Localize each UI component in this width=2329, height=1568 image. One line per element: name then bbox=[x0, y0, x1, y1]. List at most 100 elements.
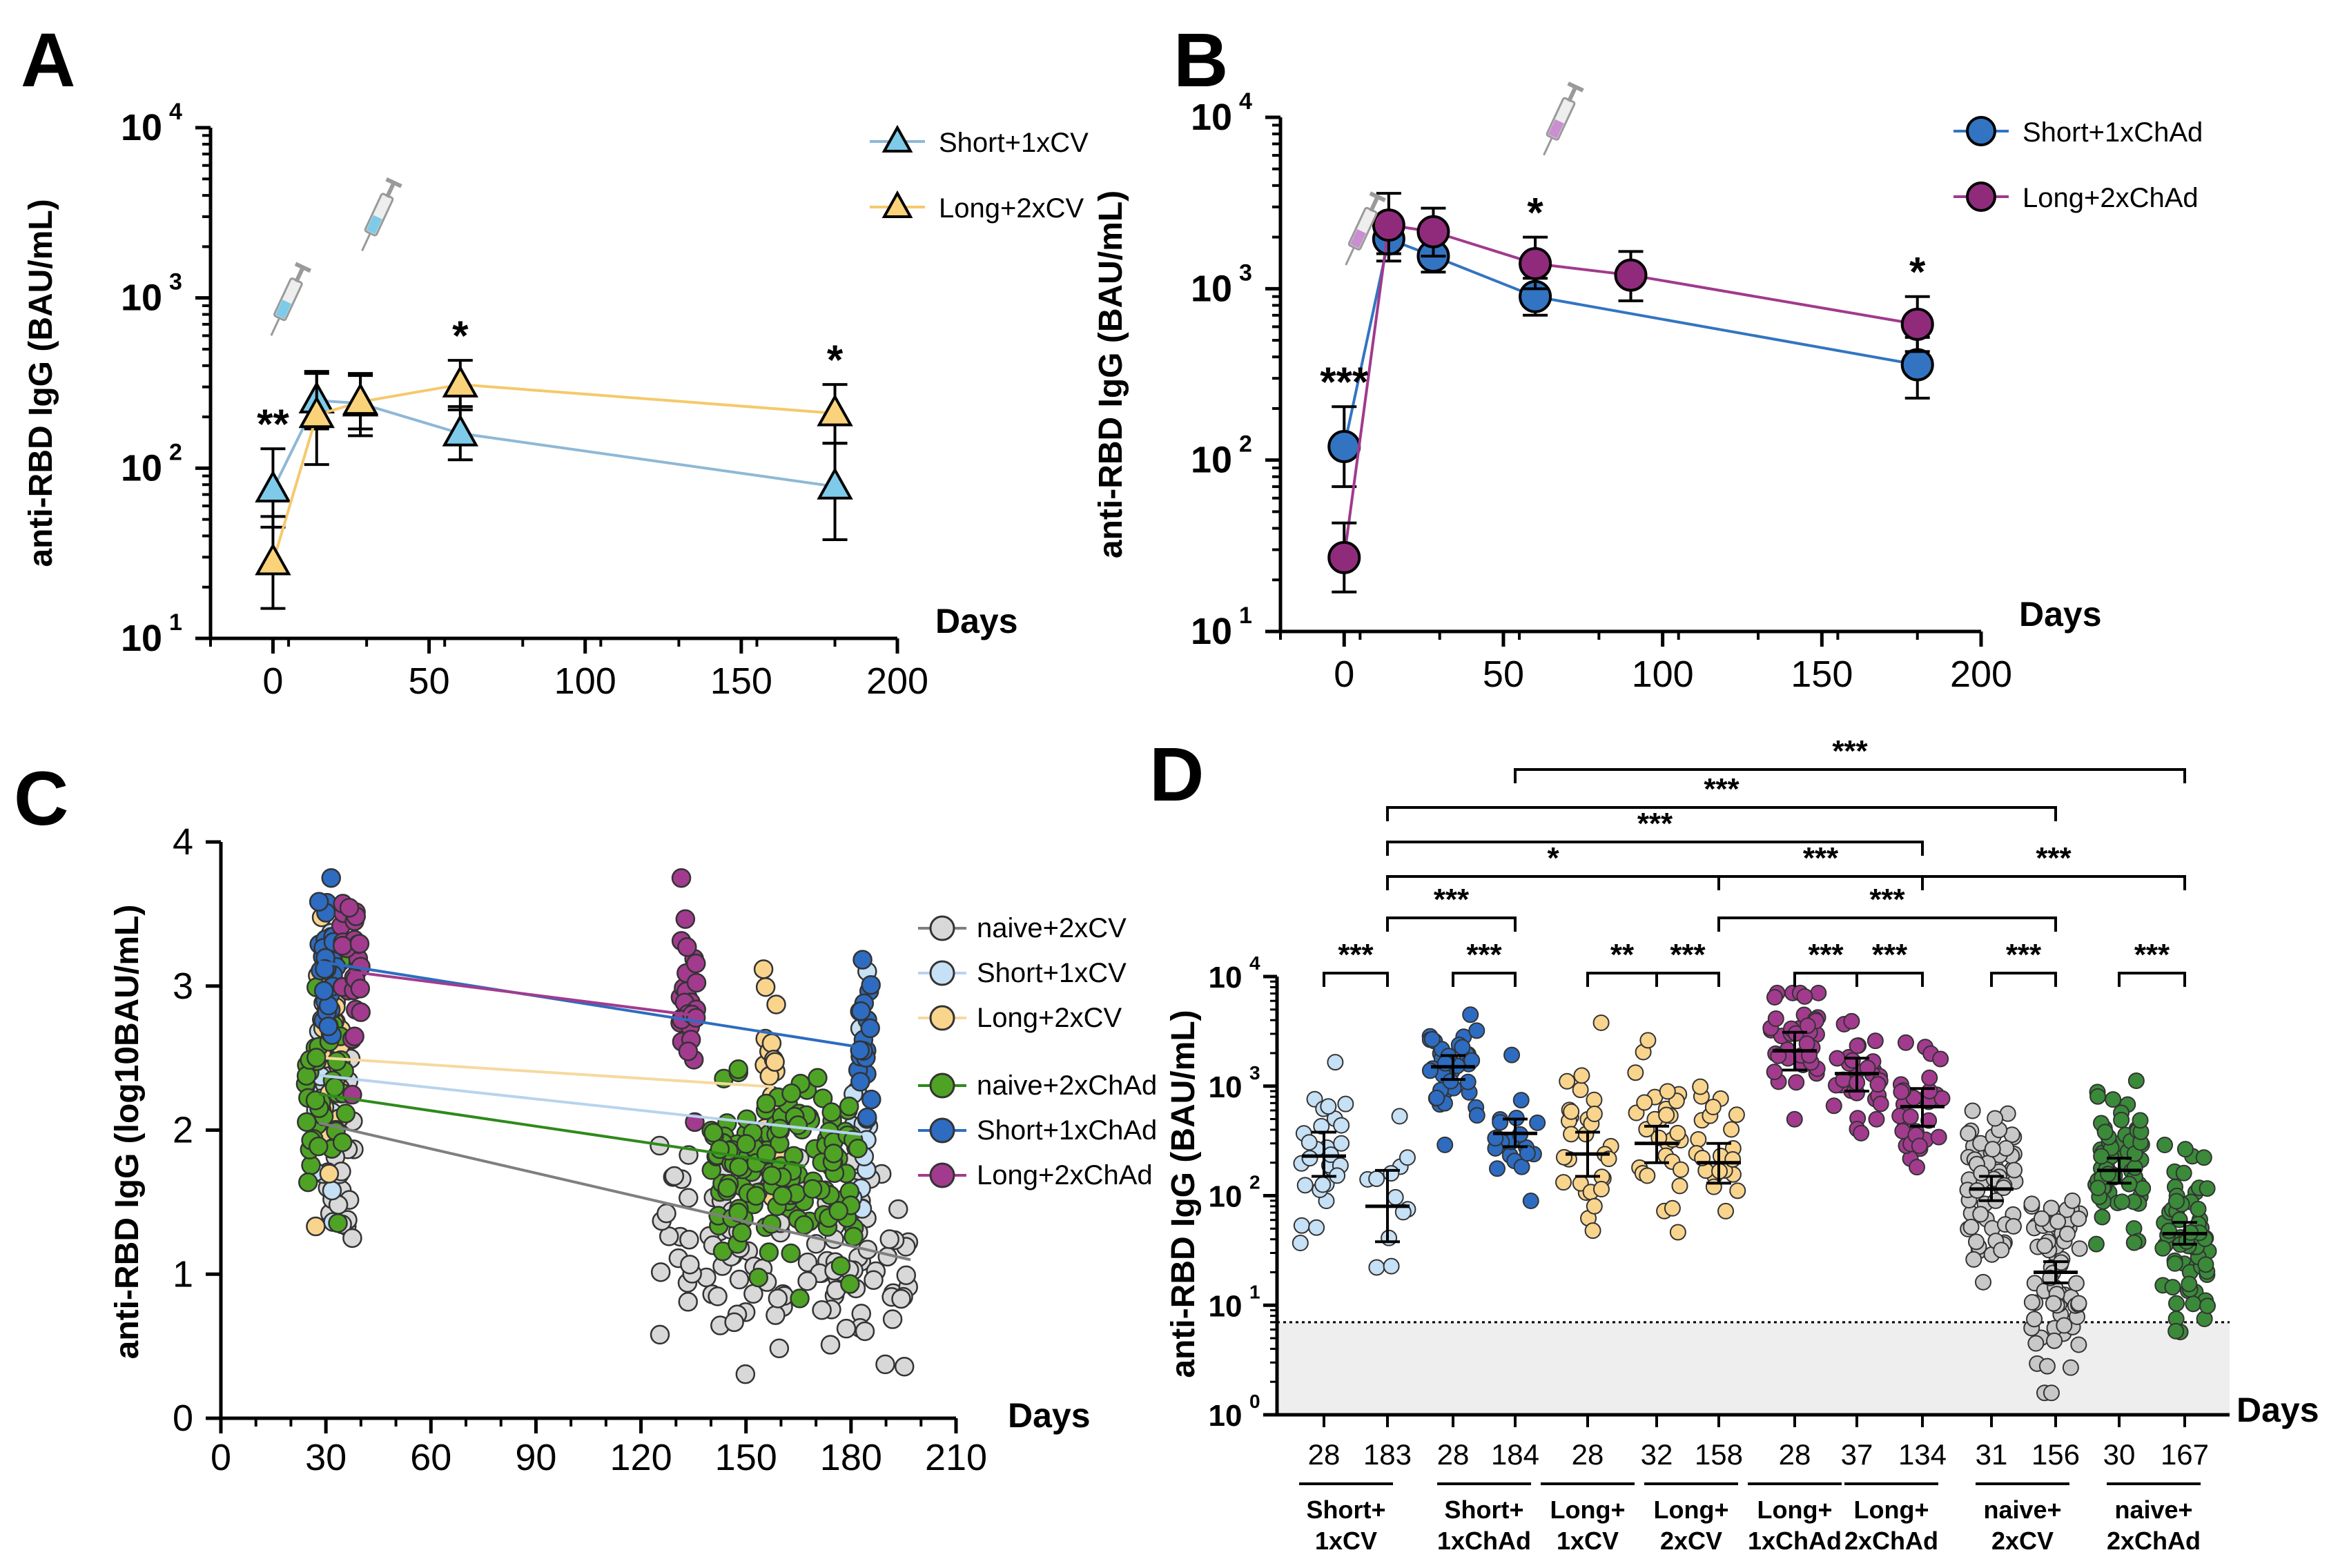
comparison-bracket bbox=[1921, 875, 2186, 890]
x-tick-label: 180 bbox=[820, 1437, 882, 1478]
scatter-point bbox=[678, 1041, 699, 1061]
scatter-point bbox=[836, 1318, 857, 1339]
scatter-point bbox=[797, 1271, 817, 1291]
comparison-bracket bbox=[1793, 972, 1858, 987]
scatter-point bbox=[1965, 1251, 1982, 1268]
scatter-point bbox=[2190, 1200, 2207, 1217]
significance-marker: *** bbox=[2134, 938, 2170, 972]
data-point bbox=[298, 395, 335, 429]
significance-marker: * bbox=[1909, 249, 1926, 295]
scatter-point bbox=[2056, 1317, 2073, 1334]
scatter-point bbox=[855, 1321, 875, 1342]
scatter-point bbox=[2045, 1295, 2062, 1312]
x-tick-label: 200 bbox=[866, 660, 928, 702]
scatter-point bbox=[1636, 1094, 1653, 1111]
scatter-point bbox=[728, 1202, 748, 1223]
y-tick-exponent: 3 bbox=[169, 269, 182, 295]
legend-marker bbox=[929, 1117, 955, 1144]
scatter-point bbox=[313, 981, 334, 1001]
syringe-icon-plunger bbox=[385, 182, 396, 198]
scatter-point bbox=[753, 959, 774, 979]
group-label-line1: Long+ bbox=[1654, 1496, 1729, 1524]
y-tick-label: 2 bbox=[173, 1110, 193, 1151]
scatter-point bbox=[1704, 1099, 1722, 1116]
data-point bbox=[442, 365, 479, 398]
scatter-point bbox=[1529, 1114, 1546, 1131]
scatter-point bbox=[1383, 1165, 1400, 1182]
data-point bbox=[1327, 430, 1361, 464]
significance-marker: * bbox=[452, 313, 469, 359]
significance-marker: * bbox=[1527, 190, 1543, 236]
significance-marker: * bbox=[1547, 841, 1559, 875]
scatter-point bbox=[1930, 1128, 1947, 1146]
x-tick-label: 0 bbox=[1334, 654, 1354, 695]
scatter-point bbox=[1563, 1103, 1580, 1120]
scatter-point bbox=[761, 1033, 782, 1053]
scatter-point bbox=[1897, 1034, 1914, 1051]
y-tick-label: 10 bbox=[1209, 1070, 1243, 1104]
scatter-point bbox=[1867, 1032, 1884, 1050]
scatter-point bbox=[1786, 1110, 1803, 1128]
scatter-point bbox=[2043, 1199, 2060, 1217]
scatter-point bbox=[679, 1229, 699, 1250]
scatter-point bbox=[1313, 1117, 1330, 1135]
scatter-point bbox=[1333, 1117, 1350, 1134]
y-axis-label: anti-RBD IgG (log10BAU/mL) bbox=[109, 905, 146, 1360]
syringe-icon-liquid bbox=[275, 300, 292, 319]
x-axis-label: Days bbox=[1008, 1396, 1091, 1435]
scatter-point bbox=[1829, 1050, 1846, 1067]
scatter-point bbox=[2164, 1279, 2181, 1296]
comparison-bracket bbox=[1655, 972, 1720, 987]
scatter-point bbox=[1492, 1114, 1509, 1131]
scatter-point bbox=[1825, 1097, 1842, 1115]
y-tick-label: 1 bbox=[173, 1253, 193, 1295]
day-label: 31 bbox=[1976, 1438, 2008, 1471]
significance-marker: *** bbox=[1704, 772, 1740, 806]
scatter-point bbox=[896, 1265, 917, 1286]
scatter-point bbox=[2036, 1237, 2054, 1255]
syringe-icon bbox=[270, 262, 312, 336]
comparison-bracket bbox=[1386, 841, 1924, 856]
scatter-point bbox=[1868, 1110, 1885, 1128]
scatter-point bbox=[1669, 1224, 1686, 1241]
scatter-point bbox=[1555, 1174, 1572, 1191]
scatter-point bbox=[2166, 1255, 2183, 1272]
scatter-point bbox=[671, 868, 692, 888]
scatter-point bbox=[1671, 1177, 1688, 1195]
y-tick-label: 10 bbox=[1209, 961, 1243, 994]
scatter-point bbox=[1893, 1084, 1910, 1101]
scatter-point bbox=[1300, 1134, 1318, 1151]
y-tick-label: 10 bbox=[1191, 268, 1232, 309]
scatter-point bbox=[1960, 1125, 1977, 1142]
scatter-point bbox=[761, 1166, 782, 1186]
scatter-point bbox=[1869, 1076, 1887, 1093]
scatter-point bbox=[1573, 1067, 1590, 1084]
group-label-line1: Long+ bbox=[1757, 1496, 1833, 1524]
y-tick-exponent: 2 bbox=[1249, 1172, 1260, 1193]
scatter-point bbox=[1717, 1202, 1735, 1219]
y-tick-label: 10 bbox=[1209, 1180, 1243, 1214]
scatter-point bbox=[828, 1201, 848, 1221]
syringe-icon-plunger bbox=[1567, 86, 1577, 103]
scatter-point bbox=[1872, 1095, 1889, 1113]
below-lod-region bbox=[1277, 1322, 2230, 1415]
scatter-point bbox=[755, 977, 776, 997]
scatter-point bbox=[1381, 1229, 1398, 1246]
y-tick-exponent: 3 bbox=[1249, 1062, 1260, 1084]
scatter-point bbox=[860, 1018, 880, 1039]
scatter-point bbox=[1911, 1137, 1928, 1155]
scatter-point bbox=[788, 1115, 808, 1135]
scatter-point bbox=[2070, 1336, 2087, 1353]
scatter-point bbox=[2087, 1235, 2105, 1253]
scatter-point bbox=[2199, 1297, 2216, 1315]
scatter-point bbox=[1639, 1167, 1656, 1184]
scatter-point bbox=[756, 1093, 777, 1114]
scatter-point bbox=[2156, 1137, 2174, 1154]
scatter-point bbox=[1559, 1072, 1576, 1090]
scatter-point bbox=[2105, 1091, 2122, 1108]
trend-line-naive+2xChAd bbox=[318, 1092, 806, 1168]
significance-marker: *** bbox=[1466, 938, 1502, 972]
scatter-point bbox=[1454, 1039, 1471, 1056]
scatter-point bbox=[746, 1186, 766, 1206]
scatter-point bbox=[2070, 1210, 2087, 1227]
